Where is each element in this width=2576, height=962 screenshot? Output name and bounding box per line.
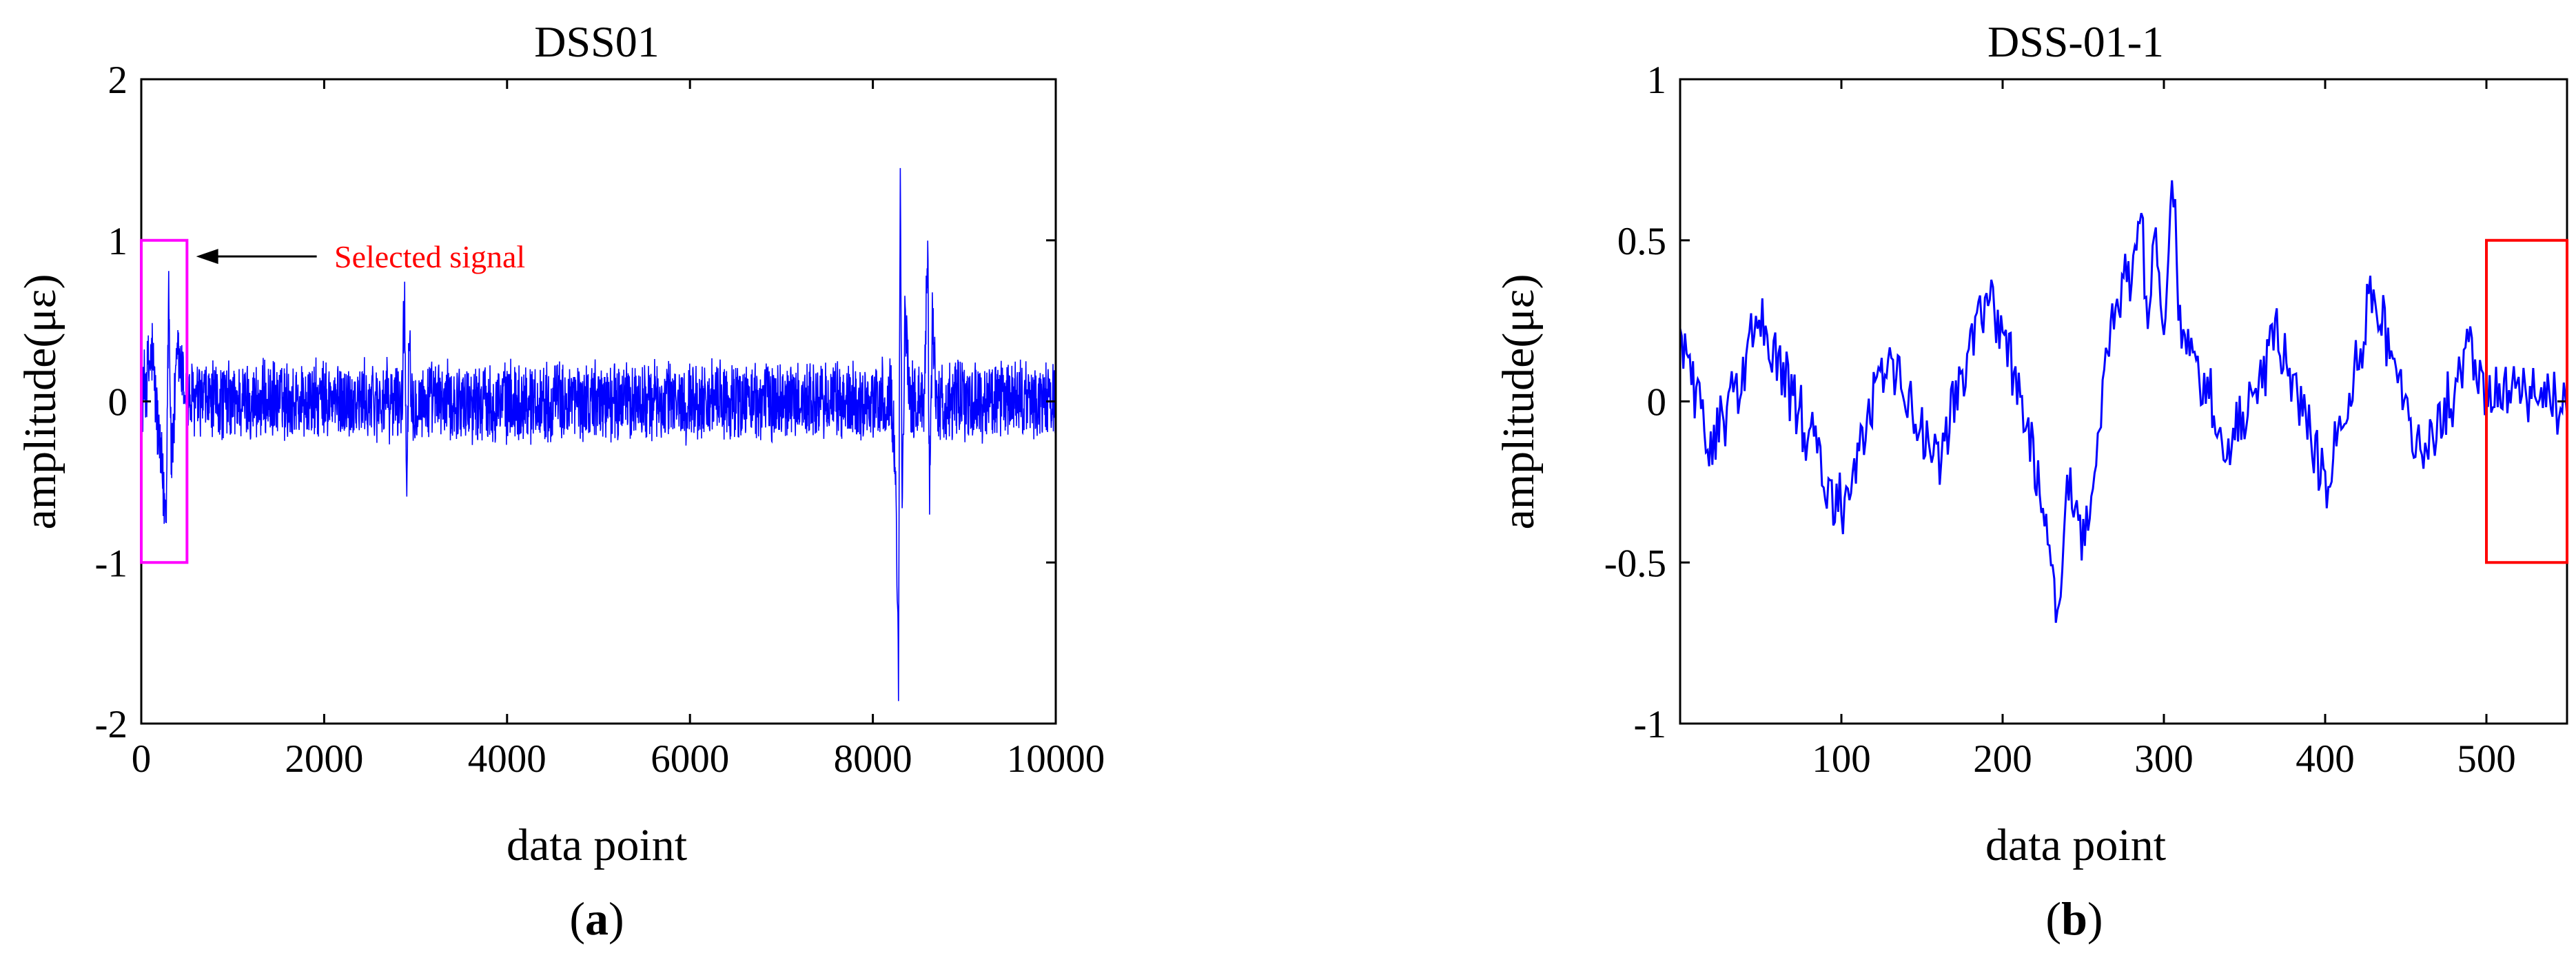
- series-line: [141, 167, 1056, 702]
- chart-title-a: DSS01: [534, 17, 659, 66]
- y-tick-label: -0.5: [1604, 542, 1666, 585]
- y-tick-label: 2: [108, 59, 128, 102]
- x-tick-label: 10000: [1007, 737, 1105, 781]
- y-tick-label: -1: [95, 542, 127, 585]
- y-tick-label: 0: [108, 381, 128, 424]
- x-tick-label: 2000: [285, 737, 363, 781]
- axes-frame: [1679, 78, 2568, 725]
- tick-labels-b: 100 200 300 400 500 -1 -0.5 0 0.5 1: [1604, 59, 2567, 781]
- annotation-arrowhead: [196, 249, 218, 265]
- y-tick-label: -2: [95, 703, 127, 746]
- annotations-b: [2485, 238, 2568, 564]
- panel-label-a: (a): [569, 892, 624, 945]
- plot-area-b: [1679, 78, 2568, 725]
- selection-box: [140, 238, 189, 564]
- y-tick-label: 1: [1647, 59, 1667, 102]
- x-tick-label: 200: [1973, 737, 2032, 781]
- chart-panel-a: DSS01 0 2000 4000 6000 8000 10000 -2 -1 0 1 2 data…: [15, 17, 1105, 945]
- plot-area-a: [140, 78, 1057, 725]
- tick-labels-a: 0 2000 4000 6000 8000 10000 -2 -1 0 1 2: [95, 59, 1105, 781]
- chart-title-b: DSS-01-1: [1987, 17, 2164, 66]
- y-axis-label-a: amplitude(με): [15, 274, 65, 530]
- selection-box: [2485, 238, 2568, 564]
- y-tick-label: 0: [1647, 381, 1667, 424]
- x-tick-label: 4000: [468, 737, 546, 781]
- y-tick-label: -1: [1634, 703, 1666, 746]
- x-tick-label: 8000: [834, 737, 912, 781]
- x-tick-label: 6000: [651, 737, 729, 781]
- selected-signal-label: Selected signal: [334, 239, 525, 274]
- panel-label-b: (b): [2045, 892, 2103, 945]
- annotations-a: Selected signal: [140, 238, 525, 564]
- x-tick-label: 300: [2134, 737, 2194, 781]
- y-tick-label: 0.5: [1617, 220, 1666, 263]
- x-tick-label: 500: [2457, 737, 2516, 781]
- x-axis-label-b: data point: [1985, 820, 2166, 870]
- chart-panel-b: DSS-01-1 100 200 300 400 500 -1 -0.5 0 0.5 1 data…: [1493, 17, 2568, 945]
- y-tick-label: 1: [108, 220, 128, 263]
- x-axis-label-a: data point: [507, 820, 687, 870]
- x-tick-label: 400: [2296, 737, 2355, 781]
- x-tick-label: 100: [1812, 737, 1871, 781]
- x-tick-label: 0: [132, 737, 152, 781]
- series-line: [1680, 180, 2567, 623]
- y-axis-label-b: amplitude(με): [1493, 274, 1544, 530]
